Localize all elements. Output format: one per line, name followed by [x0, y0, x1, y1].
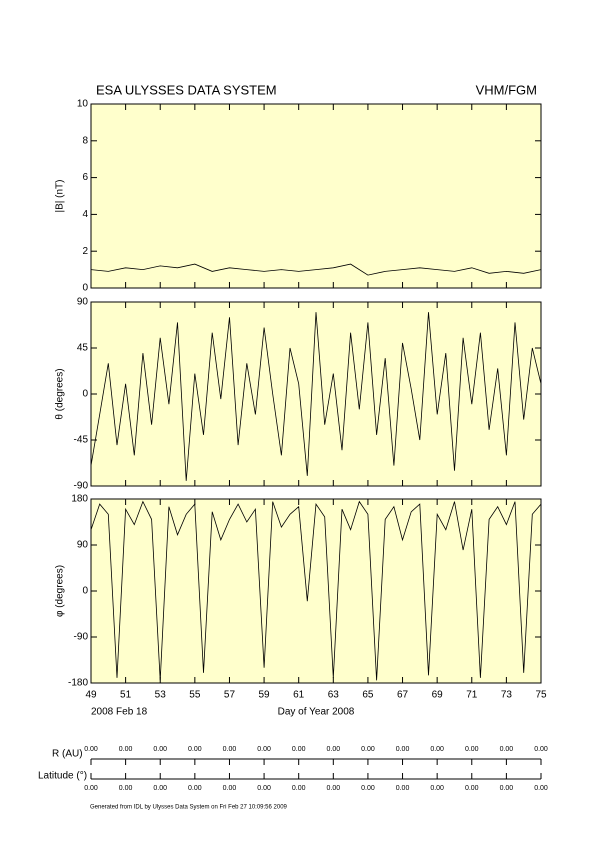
y-tick-label: 45 [77, 343, 89, 354]
lat-label: Latitude (°) [38, 771, 87, 782]
y-tick-label: 180 [71, 494, 88, 505]
x-tick-label: 59 [259, 690, 271, 701]
x-tick-label: 65 [362, 690, 374, 701]
r-value: 0.00 [361, 746, 375, 753]
lat-value: 0.00 [188, 785, 202, 792]
r-value: 0.00 [465, 746, 479, 753]
y-tick-label: 6 [82, 172, 88, 183]
r-value: 0.00 [430, 746, 444, 753]
x-tick-label: 67 [397, 690, 409, 701]
title: ESA ULYSSES DATA SYSTEM [96, 82, 277, 97]
lat-value: 0.00 [223, 785, 237, 792]
r-value: 0.00 [84, 746, 98, 753]
plot-area [90, 103, 542, 289]
plot-area [90, 498, 542, 684]
lat-value: 0.00 [534, 785, 548, 792]
y-tick-label: 90 [77, 540, 89, 551]
y-tick-label: -45 [74, 435, 89, 446]
start-date: 2008 Feb 18 [91, 707, 148, 718]
lat-value: 0.00 [119, 785, 133, 792]
x-tick-label: 57 [224, 690, 236, 701]
y-tick-label: 2 [82, 246, 88, 257]
r-value: 0.00 [257, 746, 271, 753]
data-line [90, 500, 542, 681]
y-tick-label: 10 [77, 99, 89, 110]
r-value: 0.00 [500, 746, 514, 753]
lat-value: 0.00 [84, 785, 98, 792]
x-tick-label: 51 [120, 690, 132, 701]
instrument: VHM/FGM [476, 82, 537, 97]
x-tick-label: 71 [466, 690, 478, 701]
data-line [90, 263, 542, 276]
r-value: 0.00 [119, 746, 133, 753]
x-tick-label: 75 [535, 690, 547, 701]
lat-value: 0.00 [430, 785, 444, 792]
y-tick-label: 90 [77, 297, 89, 308]
y-tick-label: 0 [82, 389, 88, 400]
y-axis-label: φ (degrees) [55, 565, 66, 617]
plot-area [90, 301, 542, 487]
x-tick-label: 63 [328, 690, 340, 701]
y-tick-label: 0 [82, 586, 88, 597]
r-value: 0.00 [534, 746, 548, 753]
lat-value: 0.00 [361, 785, 375, 792]
r-value: 0.00 [292, 746, 306, 753]
x-axis-label: Day of Year 2008 [278, 707, 355, 718]
y-axis-label: θ (degrees) [55, 368, 66, 419]
r-value: 0.00 [153, 746, 167, 753]
r-value: 0.00 [188, 746, 202, 753]
lat-value: 0.00 [465, 785, 479, 792]
lat-value: 0.00 [292, 785, 306, 792]
footer: Generated from IDL by Ulysses Data Syste… [90, 805, 288, 811]
x-tick-label: 49 [85, 690, 97, 701]
r-value: 0.00 [326, 746, 340, 753]
lat-value: 0.00 [257, 785, 271, 792]
x-tick-label: 69 [432, 690, 444, 701]
data-line [90, 312, 542, 481]
lat-value: 0.00 [153, 785, 167, 792]
r-value: 0.00 [223, 746, 237, 753]
y-tick-label: -90 [74, 632, 89, 643]
y-axis-label: |B| (nT) [55, 180, 66, 213]
y-tick-label: 8 [82, 135, 88, 146]
r-label: R (AU) [52, 749, 83, 760]
y-tick-label: 4 [82, 209, 88, 220]
x-tick-label: 53 [155, 690, 167, 701]
lat-value: 0.00 [500, 785, 514, 792]
y-tick-label: -180 [68, 678, 88, 689]
y-tick-label: 0 [82, 283, 88, 294]
x-tick-label: 55 [189, 690, 201, 701]
x-tick-label: 61 [293, 690, 305, 701]
r-value: 0.00 [396, 746, 410, 753]
lat-value: 0.00 [396, 785, 410, 792]
lat-value: 0.00 [326, 785, 340, 792]
y-tick-label: -90 [74, 481, 89, 492]
x-tick-label: 73 [501, 690, 513, 701]
